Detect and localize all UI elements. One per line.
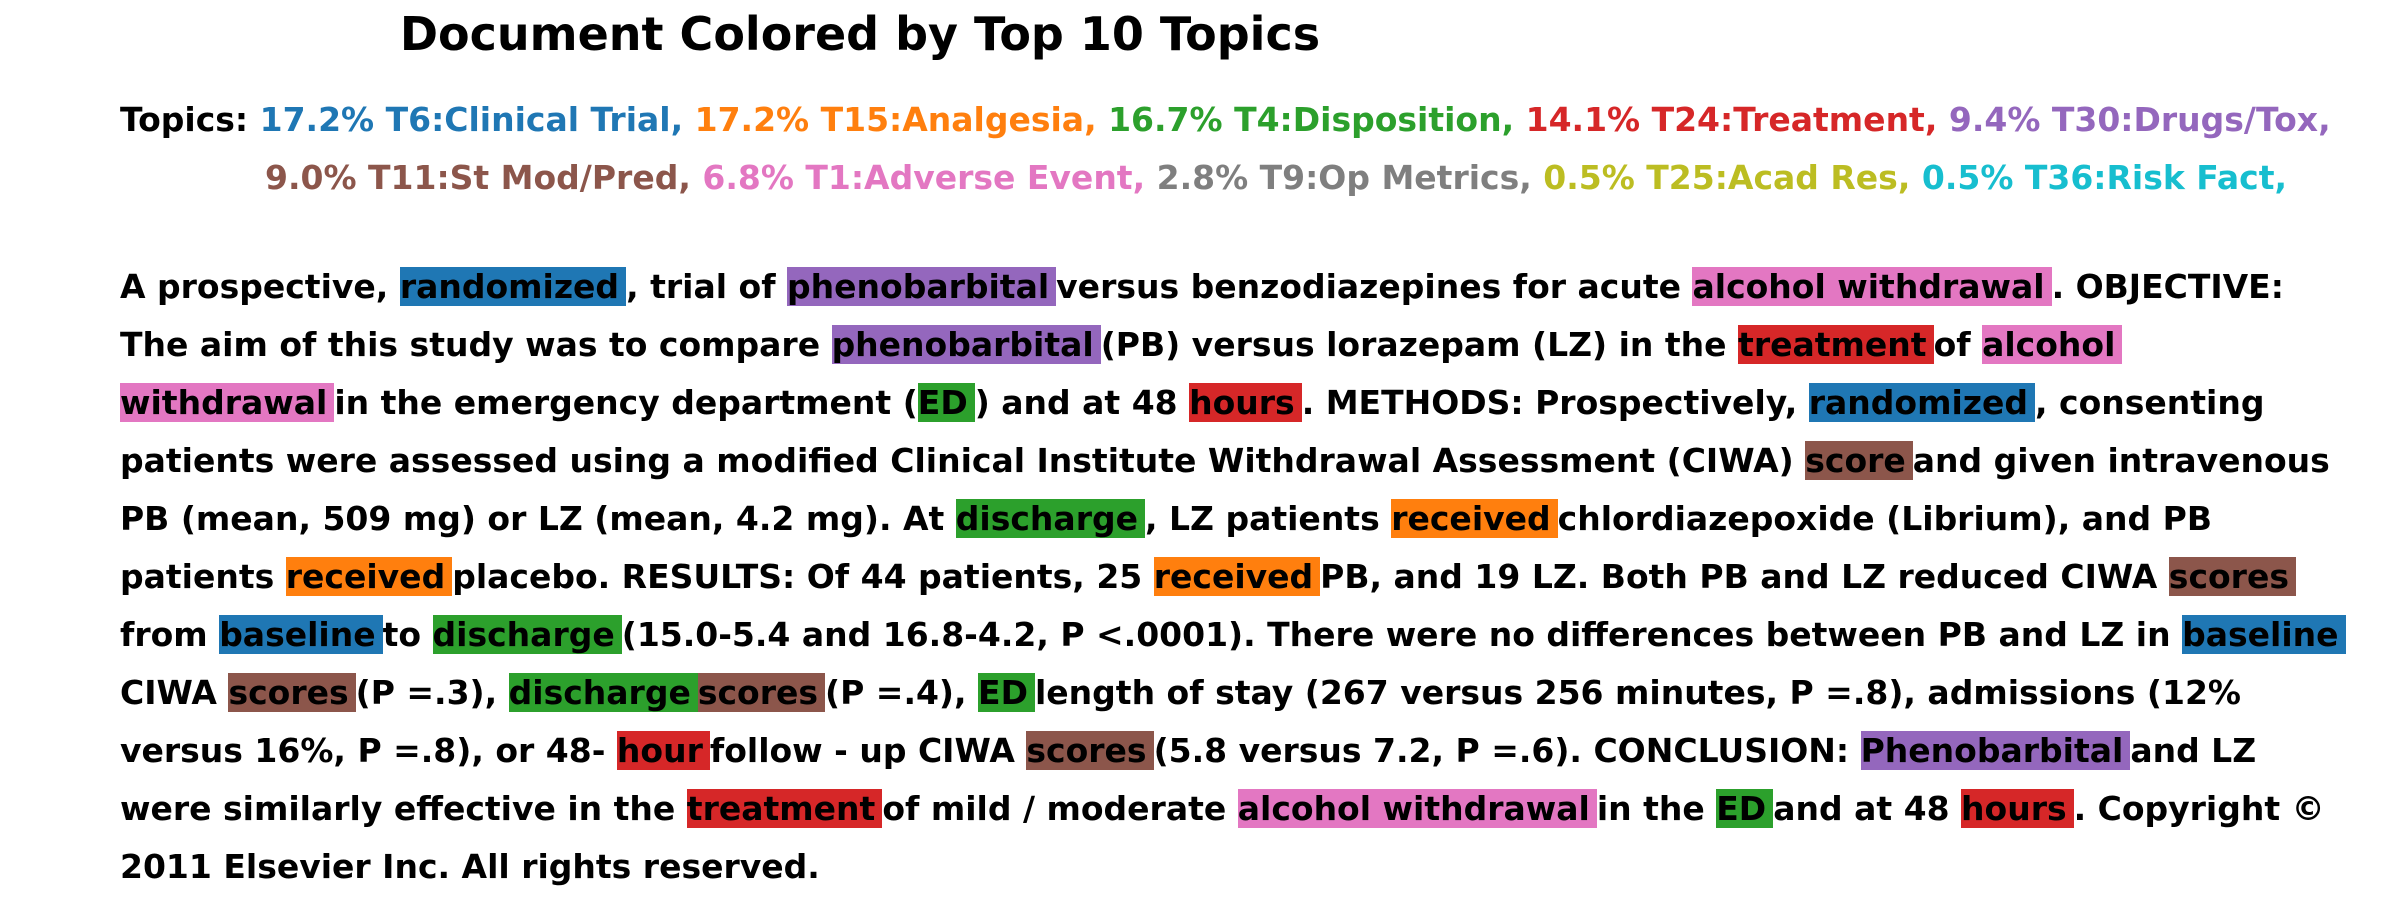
topic-highlight: randomized <box>399 267 627 306</box>
topic-highlight: ED <box>978 673 1035 712</box>
text-run: PB, and 19 LZ. Both PB and LZ reduced CI… <box>1320 557 2169 596</box>
text-run: A prospective, <box>120 267 400 306</box>
text-run: PB (mean, 509 mg) or LZ (mean, 4.2 mg). … <box>120 499 956 538</box>
text-run: (PB) versus lorazepam (LZ) in the <box>1100 325 1739 364</box>
topic-highlight: discharge <box>432 615 622 654</box>
text-line: 2011 Elsevier Inc. All rights reserved. <box>120 838 2390 896</box>
text-run: (P =.3), <box>355 673 509 712</box>
text-run: patients were assessed using a modified … <box>120 441 1806 480</box>
text-run: in the emergency department ( <box>334 383 918 422</box>
text-run: and LZ <box>2130 731 2257 770</box>
text-line: withdrawal in the emergency department (E… <box>120 374 2390 432</box>
legend-topic: 9.0% T11:St Mod/Pred, <box>265 158 703 197</box>
legend-topic: 0.5% T36:Risk Fact, <box>1921 158 2288 197</box>
topic-highlight: baseline <box>2182 615 2346 654</box>
text-run: length of stay (267 versus 256 minutes, … <box>1034 673 2241 712</box>
text-run: in the <box>1596 789 1717 828</box>
topic-highlight: withdrawal <box>120 383 335 422</box>
legend-topic: 16.7% T4:Disposition, <box>1108 100 1526 139</box>
text-run: 2011 Elsevier Inc. All rights reserved. <box>120 847 820 886</box>
text-run: , consenting <box>2034 383 2265 422</box>
topic-highlight: scores <box>697 673 826 712</box>
topic-legend: Topics: 17.2% T6:Clinical Trial, 17.2% T… <box>120 91 2390 207</box>
text-run: patients <box>120 557 286 596</box>
legend-label: Topics: <box>120 100 260 139</box>
text-run: CIWA <box>120 673 229 712</box>
document-text: A prospective, randomized, trial of phen… <box>120 258 2390 896</box>
text-line: A prospective, randomized, trial of phen… <box>120 258 2390 316</box>
topic-highlight: phenobarbital <box>831 325 1101 364</box>
topic-highlight: Phenobarbital <box>1860 731 2131 770</box>
text-run: and given intravenous <box>1912 441 2330 480</box>
legend-topic: 17.2% T15:Analgesia, <box>694 100 1109 139</box>
text-run: were similarly effective in the <box>120 789 687 828</box>
text-run: and at 48 <box>1773 789 1962 828</box>
text-line: PB (mean, 509 mg) or LZ (mean, 4.2 mg). … <box>120 490 2390 548</box>
legend-topic: 0.5% T25:Acad Res, <box>1543 158 1922 197</box>
legend-line: 9.0% T11:St Mod/Pred, 6.8% T1:Adverse Ev… <box>120 149 2390 207</box>
topic-highlight: phenobarbital <box>787 267 1057 306</box>
text-run: to <box>382 615 433 654</box>
topic-highlight: discharge <box>508 673 698 712</box>
text-run: follow - up CIWA <box>709 731 1027 770</box>
text-run: versus 16%, P =.8), or 48- <box>120 731 617 770</box>
text-line: were similarly effective in the treatmen… <box>120 780 2390 838</box>
topic-highlight: hours <box>1961 789 2074 828</box>
text-line: CIWA scores (P =.3), discharge scores (P =.… <box>120 664 2390 722</box>
topic-highlight: received <box>1153 557 1321 596</box>
topic-highlight: discharge <box>955 499 1145 538</box>
topic-highlight: received <box>285 557 453 596</box>
legend-topic: 17.2% T6:Clinical Trial, <box>259 100 695 139</box>
text-run: from <box>120 615 220 654</box>
topic-highlight: alcohol <box>1982 325 2123 364</box>
topic-highlight: ED <box>917 383 975 422</box>
topic-highlight: scores <box>1026 731 1154 770</box>
topic-highlight: hours <box>1189 383 1302 422</box>
topic-highlight: score <box>1805 441 1913 480</box>
text-run: (15.0-5.4 and 16.8-4.2, P <.0001). There… <box>621 615 2183 654</box>
text-line: versus 16%, P =.8), or 48- hour follow - … <box>120 722 2390 780</box>
text-line: patients were assessed using a modified … <box>120 432 2390 490</box>
legend-line: Topics: 17.2% T6:Clinical Trial, 17.2% T… <box>120 91 2390 149</box>
topic-highlight: alcohol withdrawal <box>1237 789 1597 828</box>
text-run: versus benzodiazepines for acute <box>1056 267 1693 306</box>
text-run: The aim of this study was to compare <box>120 325 832 364</box>
topic-highlight: received <box>1391 499 1558 538</box>
topic-highlight: ED <box>1716 789 1774 828</box>
text-run: chlordiazepoxide (Librium), and PB <box>1557 499 2212 538</box>
text-run: , LZ patients <box>1144 499 1392 538</box>
topic-highlight: baseline <box>219 615 383 654</box>
topic-highlight: hour <box>616 731 710 770</box>
text-line: The aim of this study was to compare phe… <box>120 316 2390 374</box>
topic-highlight: alcohol withdrawal <box>1692 267 2052 306</box>
text-run: (P =.4), <box>825 673 979 712</box>
topic-highlight: scores <box>228 673 356 712</box>
text-run: placebo. RESULTS: Of 44 patients, 25 <box>452 557 1154 596</box>
topic-highlight: treatment <box>1738 325 1934 364</box>
topic-highlight: scores <box>2168 557 2296 596</box>
text-run: of mild / moderate <box>882 789 1238 828</box>
topic-highlight: treatment <box>686 789 883 828</box>
legend-topic: 6.8% T1:Adverse Event, <box>702 158 1157 197</box>
text-run: . Copyright © <box>2073 789 2325 828</box>
text-line: from baseline to discharge (15.0-5.4 and 1… <box>120 606 2390 664</box>
text-run: . METHODS: Prospectively, <box>1301 383 1809 422</box>
topic-highlight: randomized <box>1808 383 2035 422</box>
text-line: patients received placebo. RESULTS: Of 44… <box>120 548 2390 606</box>
legend-topic: 2.8% T9:Op Metrics, <box>1156 158 1544 197</box>
legend-topic: 9.4% T30:Drugs/Tox, <box>1948 100 2331 139</box>
legend-topic: 14.1% T24:Treatment, <box>1525 100 1949 139</box>
text-run: (5.8 versus 7.2, P =.6). CONCLUSION: <box>1153 731 1861 770</box>
text-run: , trial of <box>626 267 788 306</box>
text-run: ) and at 48 <box>974 383 1190 422</box>
page-title: Document Colored by Top 10 Topics <box>399 7 1321 61</box>
text-run: of <box>1933 325 1983 364</box>
text-run: . OBJECTIVE: <box>2051 267 2284 306</box>
